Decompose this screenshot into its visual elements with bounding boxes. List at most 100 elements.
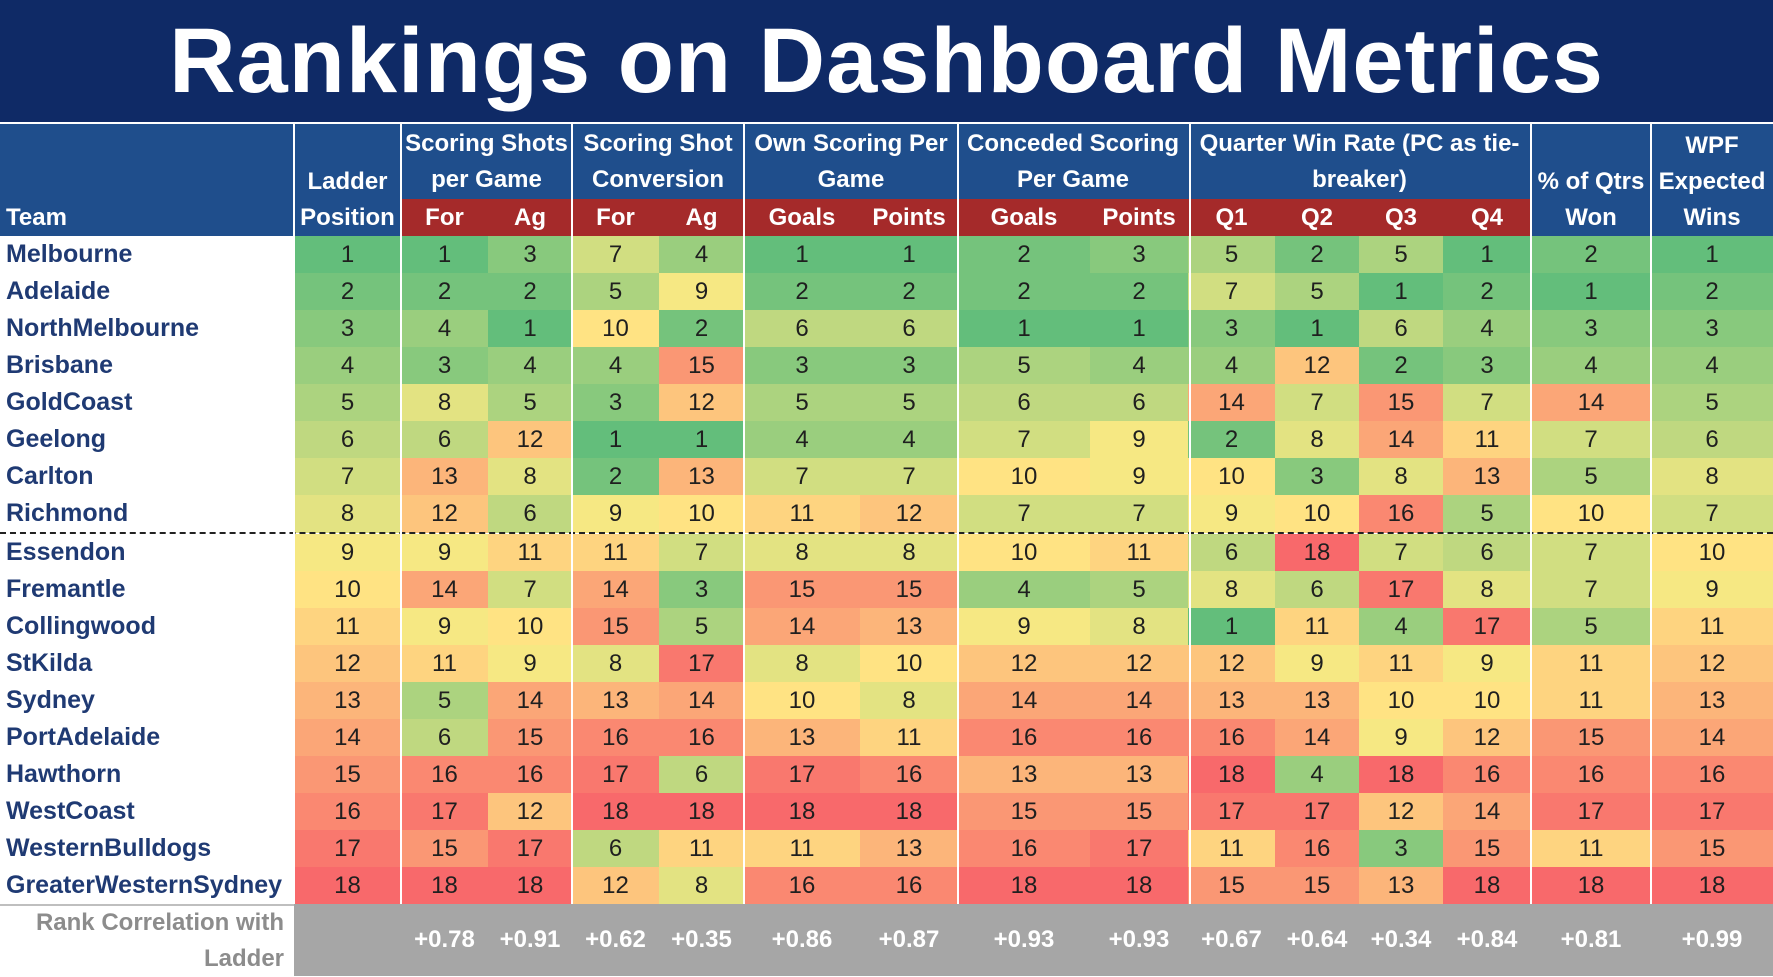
rank-cell: 14: [572, 570, 659, 609]
rank-cell: 16: [1651, 756, 1773, 794]
rank-cell: 16: [744, 867, 860, 905]
rank-cell: 15: [1275, 867, 1359, 905]
team-name: Sydney: [6, 686, 95, 715]
rank-cell: 1: [958, 310, 1090, 348]
rank-cell: 17: [572, 756, 659, 794]
rank-cell: 12: [1443, 719, 1531, 757]
rank-cell: 3: [294, 310, 401, 348]
rank-cell: 10: [1359, 682, 1443, 720]
rank-cell: 4: [294, 347, 401, 385]
correlation-label: Rank Correlation with Ladder: [0, 904, 294, 976]
group-separator: [1650, 124, 1652, 976]
team-name: StKilda: [6, 649, 93, 678]
rank-cell: 11: [744, 830, 860, 868]
rank-cell: 5: [1090, 570, 1188, 609]
rank-cell: 13: [1090, 756, 1188, 794]
rank-cell: 8: [1188, 570, 1275, 609]
rank-cell: 18: [1443, 867, 1531, 905]
team-name: Hawthorn: [6, 760, 122, 789]
rank-cell: 17: [1651, 793, 1773, 831]
subheader-for-0: For: [401, 199, 488, 236]
header--of-qtrs-won: % of Qtrs Won: [1531, 124, 1651, 236]
subheader-q2-9: Q2: [1275, 199, 1359, 236]
group-separator: [743, 124, 745, 976]
rank-cell: 3: [1275, 458, 1359, 496]
rank-cell: 7: [1359, 533, 1443, 572]
rank-cell: 9: [1443, 645, 1531, 683]
rank-cell: 7: [1531, 533, 1651, 572]
rank-cell: 7: [294, 458, 401, 496]
page-title: Rankings on Dashboard Metrics: [0, 0, 1773, 122]
rank-cell: 13: [659, 458, 744, 496]
rank-cell: 17: [1531, 793, 1651, 831]
header-team: Team: [0, 124, 294, 236]
rank-cell: 1: [744, 236, 860, 274]
rank-cell: 2: [659, 310, 744, 348]
rank-cell: 17: [744, 756, 860, 794]
rank-cell: 12: [401, 495, 488, 533]
rank-cell: 6: [1188, 533, 1275, 572]
rank-cell: 2: [1188, 421, 1275, 459]
rank-cell: 3: [1188, 310, 1275, 348]
rank-cell: 18: [488, 867, 572, 905]
rank-cell: 5: [572, 273, 659, 311]
rank-cell: 18: [1188, 756, 1275, 794]
rank-cell: 5: [1359, 236, 1443, 274]
team-name: Collingwood: [6, 612, 156, 641]
rank-cell: 3: [572, 384, 659, 422]
rank-cell: 2: [1275, 236, 1359, 274]
rank-cell: 3: [1443, 347, 1531, 385]
rank-cell: 7: [1531, 570, 1651, 609]
rank-cell: 1: [1651, 236, 1773, 274]
rank-cell: 18: [744, 793, 860, 831]
team-name: Richmond: [6, 499, 129, 528]
correlation-value: +0.91: [488, 904, 572, 976]
rank-cell: 15: [488, 719, 572, 757]
rank-cell: 1: [1090, 310, 1188, 348]
rank-cell: 7: [488, 570, 572, 609]
team-name: Adelaide: [6, 277, 111, 306]
rank-cell: 9: [401, 533, 488, 572]
rank-cell: 10: [958, 458, 1090, 496]
rank-cell: 6: [572, 830, 659, 868]
rank-cell: 16: [860, 756, 958, 794]
rank-cell: 11: [1359, 645, 1443, 683]
rank-cell: 6: [294, 421, 401, 459]
rank-cell: 1: [1443, 236, 1531, 274]
group-separator: [571, 124, 573, 976]
rank-cell: 7: [1531, 421, 1651, 459]
header-conceded-scoring-per-game: Conceded Scoring Per Game: [958, 124, 1188, 199]
rank-cell: 10: [1651, 533, 1773, 572]
rank-cell: 11: [572, 533, 659, 572]
rank-cell: 13: [744, 719, 860, 757]
rank-cell: 2: [744, 273, 860, 311]
team-name: WesternBulldogs: [6, 834, 212, 863]
rank-cell: 3: [488, 236, 572, 274]
correlation-value: +0.34: [1359, 904, 1443, 976]
rank-cell: 4: [488, 347, 572, 385]
rank-cell: 11: [1531, 645, 1651, 683]
rank-cell: 4: [958, 570, 1090, 609]
rank-cell: 18: [1651, 867, 1773, 905]
correlation-value: +0.86: [744, 904, 860, 976]
rank-cell: 7: [1651, 495, 1773, 533]
rank-cell: 8: [860, 682, 958, 720]
rank-cell: 15: [860, 570, 958, 609]
rank-cell: 11: [744, 495, 860, 533]
rank-cell: 16: [1443, 756, 1531, 794]
rank-cell: 16: [401, 756, 488, 794]
rank-cell: 9: [488, 645, 572, 683]
rank-cell: 1: [1531, 273, 1651, 311]
rank-cell: 16: [860, 867, 958, 905]
rank-cell: 16: [958, 719, 1090, 757]
group-separator: [1189, 124, 1191, 976]
rank-cell: 12: [1359, 793, 1443, 831]
subheader-q3-10: Q3: [1359, 199, 1443, 236]
rank-cell: 18: [1275, 533, 1359, 572]
header-wpf-expected-wins: WPF Expected Wins: [1651, 124, 1773, 236]
rank-cell: 5: [488, 384, 572, 422]
rank-cell: 11: [1651, 608, 1773, 646]
rank-cell: 11: [1531, 682, 1651, 720]
rank-cell: 18: [958, 867, 1090, 905]
